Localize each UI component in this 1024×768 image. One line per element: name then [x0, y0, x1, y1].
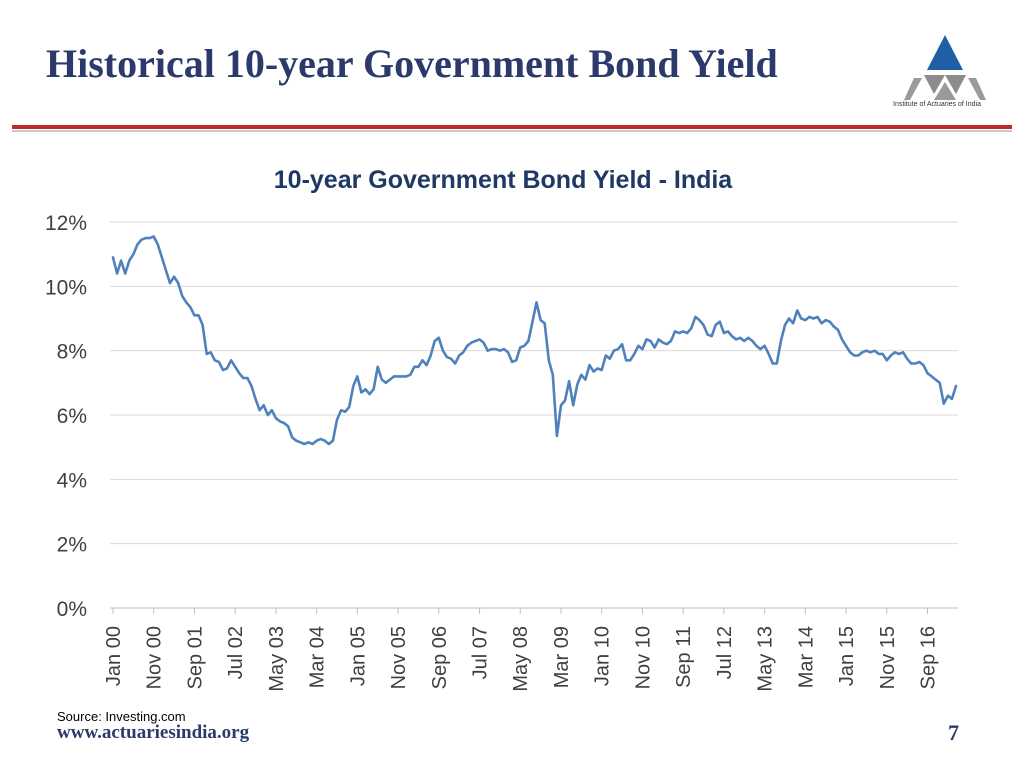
x-tick-label: Mar 09 [551, 626, 573, 688]
x-tick-label: Jul 07 [470, 626, 492, 679]
y-axis-ticks: 0% 2% 4% 6% 8% 10% 12% [45, 212, 87, 621]
chart-title: 10-year Government Bond Yield - India [274, 166, 734, 194]
chart-grid [110, 221, 958, 545]
x-tick-label: Nov 10 [632, 626, 654, 689]
title-divider-red [12, 125, 1012, 129]
x-tick-label: May 13 [755, 626, 777, 692]
institute-logo [904, 35, 986, 100]
logo-right-shape [945, 75, 966, 94]
logo-top-triangle [927, 35, 963, 70]
y-tick-label: 4% [57, 469, 87, 492]
page-number: 7 [948, 720, 959, 745]
y-tick-label: 6% [57, 405, 87, 428]
y-tick-label: 10% [45, 276, 87, 299]
y-tick-label: 0% [57, 598, 87, 621]
x-tick-label: Sep 01 [184, 626, 206, 689]
x-tick-label: Jan 15 [836, 626, 858, 686]
logo-base-shape [904, 78, 986, 100]
x-tick-label: Nov 00 [144, 626, 166, 689]
x-tick-label: Sep 16 [917, 626, 939, 689]
x-axis-ticks: Jan 00 Nov 00 Sep 01 Jul 02 May 03 Mar 04 Jan … [103, 608, 939, 692]
x-tick-label: Jan 00 [103, 626, 125, 686]
x-tick-label: Jan 10 [592, 626, 614, 686]
x-tick-label: May 03 [266, 626, 288, 692]
y-tick-label: 12% [45, 212, 87, 235]
x-tick-label: Mar 14 [795, 626, 817, 688]
x-tick-label: Nov 15 [877, 626, 899, 689]
x-tick-label: Sep 11 [673, 626, 695, 688]
source-note: Source: Investing.com [57, 709, 186, 724]
x-tick-label: May 08 [510, 626, 532, 692]
x-tick-label: Sep 06 [429, 626, 451, 689]
x-tick-label: Jul 12 [714, 626, 736, 679]
x-tick-label: Jan 05 [347, 626, 369, 686]
x-tick-label: Nov 05 [388, 626, 410, 689]
logo-caption: Institute of Actuaries of India [893, 101, 981, 108]
x-tick-label: Jul 02 [225, 626, 247, 679]
y-tick-label: 8% [57, 341, 87, 364]
logo-left-shape [924, 75, 945, 94]
y-tick-label: 2% [57, 534, 87, 557]
series-line [111, 235, 958, 446]
footer-link[interactable]: www.actuariesindia.org [57, 722, 250, 743]
chart-series [111, 235, 958, 446]
bond-yield-chart: 10-year Government Bond Yield - India 0%… [45, 166, 958, 692]
title-divider-grey [12, 130, 1012, 132]
slide-title: Historical 10-year Government Bond Yield [46, 41, 778, 86]
x-tick-label: Mar 04 [307, 626, 329, 688]
